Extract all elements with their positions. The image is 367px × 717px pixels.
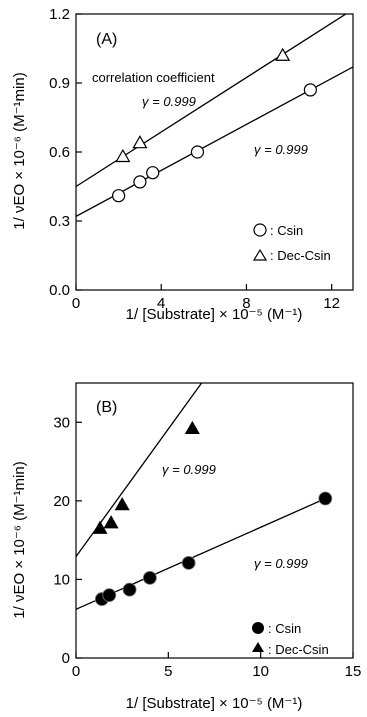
- panel-a-y-tick-label: 0.9: [49, 75, 70, 92]
- panel-b-legend-dec-label: : Dec-Csin: [268, 642, 329, 657]
- panel-b-csin-point: [318, 491, 333, 506]
- panel-a-csin-point: [303, 83, 317, 97]
- panel-a-legend: : Csin : Dec-Csin: [252, 223, 331, 263]
- panel-a-y-tick-label: 0.3: [49, 213, 70, 230]
- panel-a-legend-csin-marker: [253, 223, 267, 237]
- panel-b-marks: [92, 420, 333, 606]
- panel-b-label: (B): [96, 399, 117, 416]
- panel-b-upper-gamma: γ = 0.999: [162, 462, 216, 477]
- panel-b-y-axis-label: 1/ νEO × 10⁻⁶ (M⁻¹min): [11, 461, 28, 618]
- panel-b-y-tick-label: 0: [62, 650, 70, 667]
- panel-a-ticks: 0 4 8 12 0.0 0.3 0.6 0.9 1.2: [49, 6, 354, 312]
- panel-a-marks: [112, 47, 317, 203]
- panel-b-dec-csin-point: [103, 515, 119, 529]
- panel-a-legend-dec-label: : Dec-Csin: [270, 248, 331, 263]
- panel-b-csin-point: [181, 556, 196, 570]
- panel-b-csin-point: [102, 588, 117, 603]
- panel-b-legend-csin-label: : Csin: [268, 621, 301, 636]
- panel-a-dec-csin-point: [275, 47, 291, 61]
- panel-b-csin-point: [122, 582, 137, 597]
- panel-b-x-tick-label: 10: [252, 663, 269, 680]
- panel-b-x-tick-label: 5: [164, 663, 172, 680]
- panel-a-x-tick-label: 4: [157, 295, 165, 312]
- panel-a-csin-point: [133, 175, 147, 189]
- panel-b-legend: : Csin : Dec-Csin: [252, 621, 329, 657]
- panel-b-legend-dec-marker: [252, 642, 264, 652]
- panel-b: 0 5 10 15 0 10 20 30 (B) γ = 0.999 γ = 0.999 : …: [11, 382, 362, 712]
- panel-b-lower-gamma: γ = 0.999: [254, 556, 308, 571]
- panel-a-dec-csin-point: [132, 135, 148, 149]
- panel-a-x-tick-label: 12: [323, 295, 340, 312]
- panel-a-y-tick-label: 0.0: [49, 282, 70, 299]
- panel-b-y-tick-label: 20: [53, 493, 70, 510]
- panel-a-correlation-label: correlation coefficient: [92, 70, 215, 85]
- panel-b-y-tick-label: 30: [53, 414, 70, 431]
- panel-a-legend-csin-label: : Csin: [270, 223, 303, 238]
- panel-a-csin-point: [112, 189, 126, 203]
- panel-a-dec-csin-point: [115, 148, 131, 163]
- panel-b-y-tick-label: 10: [53, 571, 70, 588]
- panel-a-label: (A): [96, 31, 117, 48]
- panel-a-y-axis-label: 1/ νEO × 10⁻⁶ (M⁻¹min): [11, 72, 28, 229]
- panel-b-fit-lines: [76, 383, 332, 610]
- panel-b-ticks: 0 5 10 15 0 10 20 30: [53, 382, 362, 680]
- panel-a-x-axis-label: 1/ [Substrate] × 10⁻⁵ (M⁻¹): [126, 306, 303, 323]
- panel-b-x-tick-label: 0: [72, 663, 80, 680]
- panel-b-dec-csin-point: [92, 520, 108, 534]
- panel-b-dec-csin-point: [184, 420, 200, 435]
- panel-b-csin-point: [142, 570, 157, 585]
- panel-b-dec-csin-point: [114, 497, 130, 511]
- panel-b-csin-fit-line: [76, 495, 332, 610]
- panel-a: 0 4 8 12 0.0 0.3 0.6 0.9 1.2 (A) correlation coe…: [11, 6, 354, 323]
- panel-a-lower-gamma: γ = 0.999: [254, 142, 308, 157]
- panel-a-upper-gamma: γ = 0.999: [142, 94, 196, 109]
- panel-b-legend-csin-marker: [252, 622, 264, 634]
- panel-a-fit-lines: [76, 14, 353, 217]
- panel-a-csin-point: [146, 166, 160, 180]
- panel-b-x-tick-label: 15: [345, 663, 362, 680]
- panel-b-plot-frame: [75, 382, 354, 659]
- panel-b-x-axis-label: 1/ [Substrate] × 10⁻⁵ (M⁻¹): [126, 695, 303, 712]
- panel-a-x-tick-label: 0: [72, 295, 80, 312]
- panel-a-x-tick-label: 8: [242, 295, 250, 312]
- panel-a-csin-point: [190, 145, 205, 159]
- panel-a-legend-dec-marker: [252, 248, 268, 261]
- panel-a-y-tick-label: 1.2: [49, 6, 70, 23]
- panel-a-y-tick-label: 0.6: [49, 144, 70, 161]
